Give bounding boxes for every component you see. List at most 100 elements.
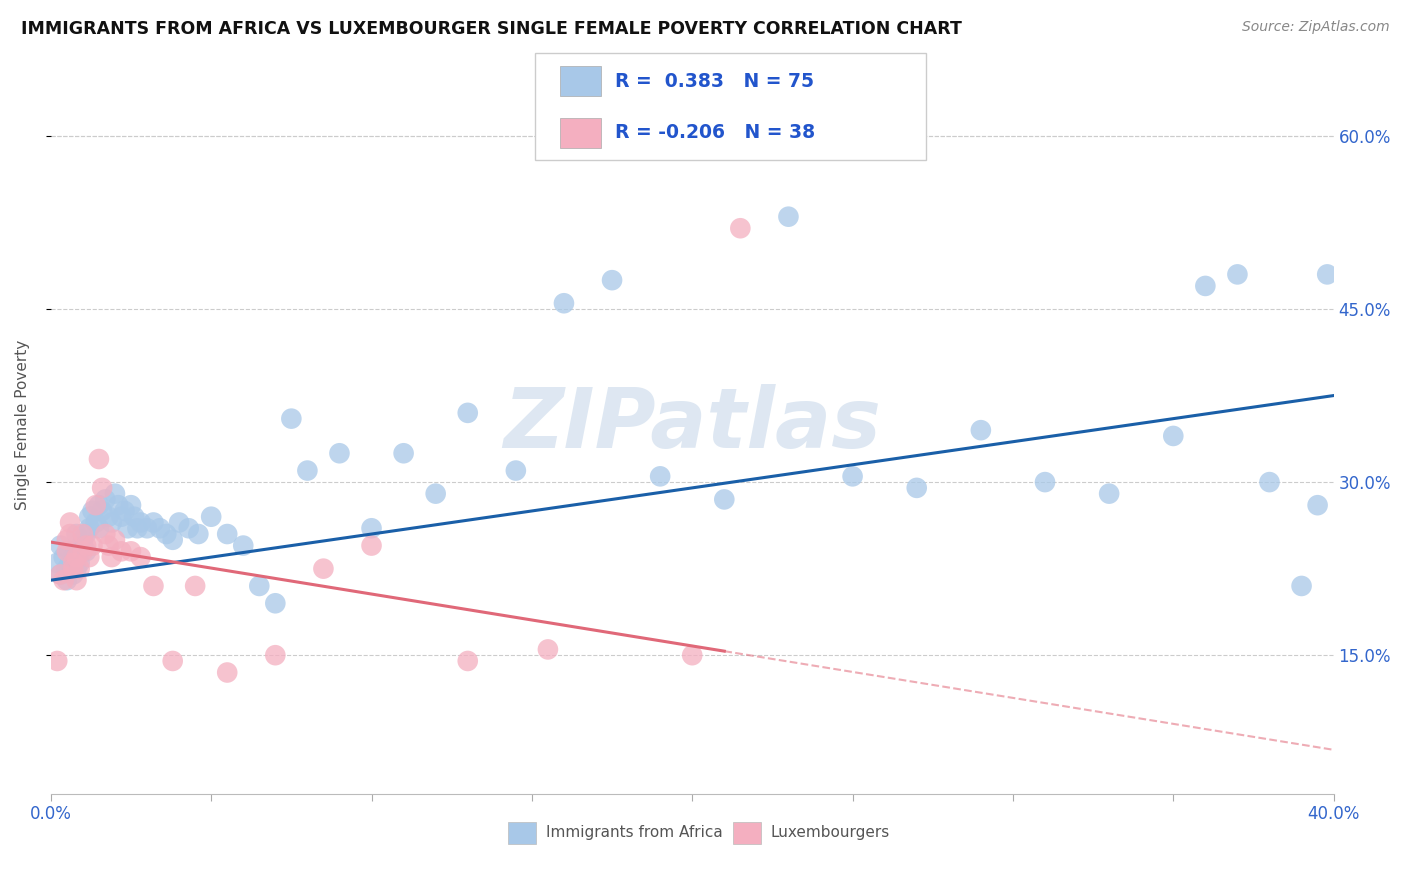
Point bbox=[79, 509, 101, 524]
Point bbox=[91, 504, 114, 518]
Point bbox=[59, 544, 82, 558]
Point bbox=[127, 521, 149, 535]
Text: R =  0.383   N = 75: R = 0.383 N = 75 bbox=[616, 71, 814, 91]
Point bbox=[52, 550, 75, 565]
Point bbox=[75, 539, 97, 553]
Point bbox=[360, 521, 382, 535]
Point bbox=[75, 527, 97, 541]
Point bbox=[841, 469, 863, 483]
Point bbox=[87, 521, 110, 535]
Point bbox=[600, 273, 623, 287]
Point bbox=[120, 544, 142, 558]
Point bbox=[56, 544, 79, 558]
Point bbox=[217, 527, 239, 541]
Point bbox=[72, 539, 94, 553]
Text: ZIPatlas: ZIPatlas bbox=[503, 384, 882, 465]
Point bbox=[110, 509, 132, 524]
Point bbox=[129, 516, 152, 530]
Text: Immigrants from Africa: Immigrants from Africa bbox=[546, 825, 723, 840]
Point bbox=[187, 527, 209, 541]
Point bbox=[713, 492, 735, 507]
Point bbox=[82, 539, 104, 553]
Point bbox=[162, 533, 184, 547]
Point bbox=[425, 486, 447, 500]
Text: R = -0.206   N = 38: R = -0.206 N = 38 bbox=[616, 123, 815, 143]
Point bbox=[129, 550, 152, 565]
Point bbox=[217, 665, 239, 680]
Point bbox=[79, 521, 101, 535]
Point bbox=[107, 498, 129, 512]
Point bbox=[97, 509, 120, 524]
Point bbox=[1161, 429, 1184, 443]
Point bbox=[104, 486, 127, 500]
Point bbox=[62, 562, 84, 576]
Point bbox=[59, 527, 82, 541]
Point bbox=[264, 596, 287, 610]
Text: Source: ZipAtlas.com: Source: ZipAtlas.com bbox=[1241, 20, 1389, 34]
Point bbox=[1226, 268, 1249, 282]
Point bbox=[120, 498, 142, 512]
Point bbox=[970, 423, 993, 437]
Point bbox=[155, 527, 177, 541]
Point bbox=[62, 567, 84, 582]
Point bbox=[79, 550, 101, 565]
Point bbox=[94, 492, 117, 507]
Point bbox=[392, 446, 415, 460]
Point bbox=[84, 516, 107, 530]
Point bbox=[537, 642, 560, 657]
Point bbox=[1258, 475, 1281, 489]
Point bbox=[200, 509, 222, 524]
Point bbox=[1291, 579, 1313, 593]
Point bbox=[110, 544, 132, 558]
Point bbox=[232, 539, 254, 553]
Point bbox=[65, 550, 87, 565]
Point bbox=[167, 516, 190, 530]
Point bbox=[87, 452, 110, 467]
Point bbox=[730, 221, 752, 235]
Point bbox=[280, 411, 302, 425]
Point bbox=[117, 521, 139, 535]
Point bbox=[264, 648, 287, 663]
Y-axis label: Single Female Poverty: Single Female Poverty bbox=[15, 339, 30, 509]
Point bbox=[1306, 498, 1329, 512]
Point bbox=[97, 539, 120, 553]
Point bbox=[100, 550, 122, 565]
Point bbox=[1316, 268, 1339, 282]
Point bbox=[91, 481, 114, 495]
Point bbox=[297, 464, 319, 478]
Point bbox=[142, 516, 165, 530]
Point bbox=[184, 579, 207, 593]
Point bbox=[1033, 475, 1056, 489]
Point bbox=[149, 521, 172, 535]
Point bbox=[457, 654, 479, 668]
Point bbox=[177, 521, 200, 535]
Point bbox=[65, 527, 87, 541]
Point bbox=[100, 516, 122, 530]
Text: Luxembourgers: Luxembourgers bbox=[770, 825, 890, 840]
Point bbox=[142, 579, 165, 593]
Point bbox=[59, 516, 82, 530]
Point bbox=[69, 556, 91, 570]
Point bbox=[114, 504, 136, 518]
Point bbox=[46, 556, 69, 570]
Point bbox=[360, 539, 382, 553]
Point bbox=[104, 533, 127, 547]
Point bbox=[905, 481, 928, 495]
Point bbox=[457, 406, 479, 420]
Point bbox=[312, 562, 335, 576]
Point bbox=[56, 562, 79, 576]
Point bbox=[72, 533, 94, 547]
Point bbox=[553, 296, 575, 310]
Text: IMMIGRANTS FROM AFRICA VS LUXEMBOURGER SINGLE FEMALE POVERTY CORRELATION CHART: IMMIGRANTS FROM AFRICA VS LUXEMBOURGER S… bbox=[21, 20, 962, 37]
Point bbox=[49, 567, 72, 582]
Point bbox=[87, 498, 110, 512]
Point bbox=[1098, 486, 1121, 500]
Point bbox=[65, 562, 87, 576]
Point bbox=[75, 544, 97, 558]
Point bbox=[650, 469, 672, 483]
Point bbox=[56, 573, 79, 587]
Point bbox=[1194, 279, 1216, 293]
Point bbox=[328, 446, 350, 460]
Point bbox=[52, 573, 75, 587]
Point bbox=[72, 527, 94, 541]
